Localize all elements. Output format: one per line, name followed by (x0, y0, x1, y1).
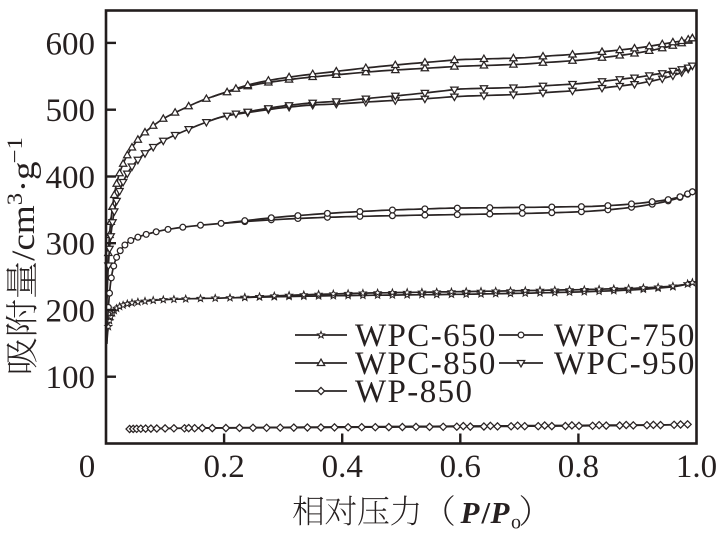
svg-text:/cm: /cm (5, 205, 42, 261)
svg-text:0.8: 0.8 (558, 449, 599, 485)
svg-text:100: 100 (46, 360, 96, 396)
svg-text:−1: −1 (3, 137, 27, 163)
svg-text:/: / (481, 495, 491, 530)
svg-text:P: P (460, 495, 481, 530)
svg-text:500: 500 (46, 93, 96, 129)
svg-text:200: 200 (46, 293, 96, 329)
svg-text:·g: ·g (5, 161, 42, 192)
svg-text:600: 600 (46, 26, 96, 62)
svg-text:WPC-750: WPC-750 (554, 318, 696, 354)
svg-text:WP-850: WP-850 (355, 374, 473, 410)
svg-text:WPC-950: WPC-950 (554, 346, 696, 382)
svg-text:0.6: 0.6 (440, 449, 481, 485)
svg-text:300: 300 (46, 227, 96, 263)
svg-text:400: 400 (46, 160, 96, 196)
svg-text:o: o (511, 512, 521, 534)
svg-text:0.4: 0.4 (322, 449, 363, 485)
svg-text:3: 3 (3, 193, 27, 205)
svg-text:0: 0 (79, 449, 96, 485)
svg-text:0.2: 0.2 (203, 449, 244, 485)
svg-text:P: P (490, 495, 511, 530)
svg-text:1.0: 1.0 (676, 449, 717, 485)
svg-text:WPC-650: WPC-650 (355, 318, 497, 354)
svg-text:WPC-850: WPC-850 (355, 346, 497, 382)
